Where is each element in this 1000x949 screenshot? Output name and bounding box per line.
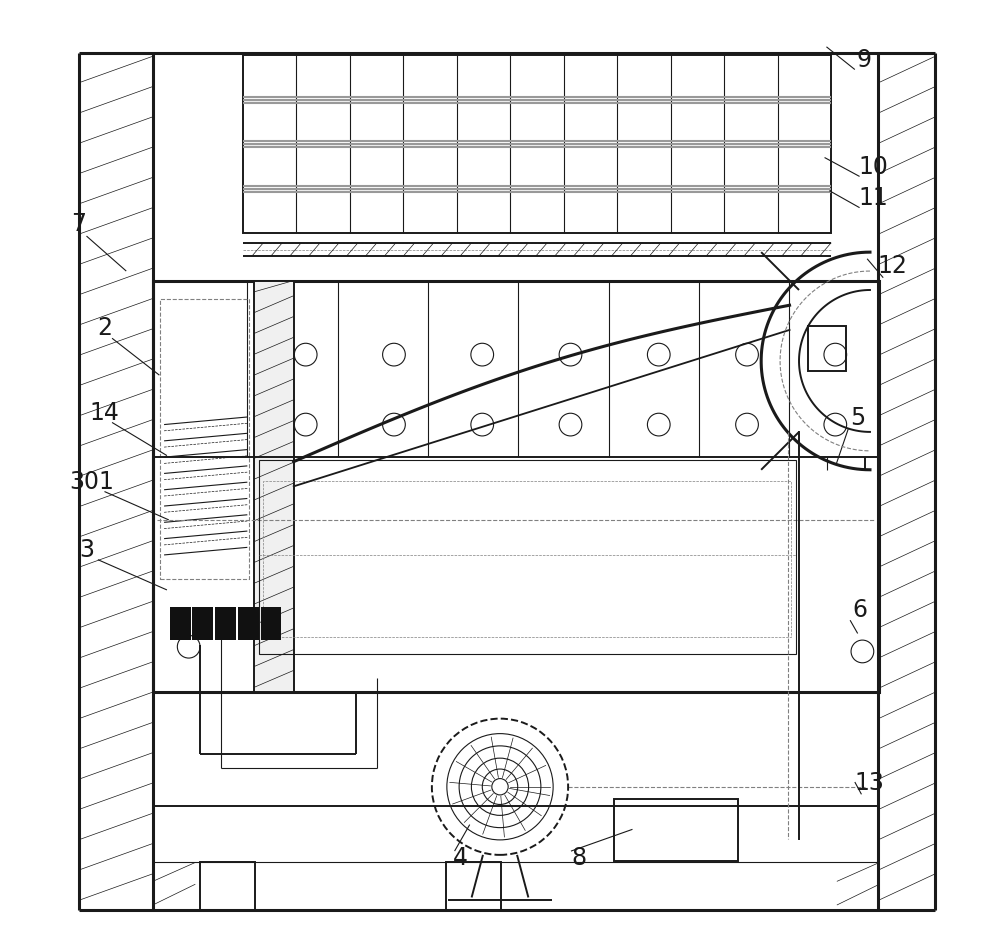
Bar [261, 607, 281, 640]
Text: 5: 5 [850, 406, 865, 430]
Bar [153, 281, 879, 692]
Text: 14: 14 [90, 401, 119, 425]
Text: 301: 301 [69, 470, 114, 494]
Bar [259, 460, 796, 654]
Text: 9: 9 [857, 48, 872, 72]
Bar [192, 607, 213, 640]
Bar [446, 863, 501, 910]
Bar [170, 607, 191, 640]
Text: 2: 2 [97, 316, 112, 340]
Bar [614, 799, 738, 861]
Bar [808, 326, 846, 371]
Text: 8: 8 [571, 846, 586, 869]
Text: 7: 7 [71, 212, 86, 235]
Bar [263, 481, 791, 637]
Bar [243, 55, 831, 233]
Text: 11: 11 [859, 186, 889, 210]
Text: 3: 3 [79, 538, 94, 562]
Bar [160, 300, 249, 579]
Bar [254, 281, 294, 692]
Text: 13: 13 [854, 771, 884, 795]
Text: 6: 6 [852, 598, 867, 622]
Bar [238, 607, 259, 640]
Text: 10: 10 [859, 155, 889, 179]
Bar [215, 607, 236, 640]
Text: 12: 12 [878, 254, 908, 278]
Text: 4: 4 [453, 846, 468, 869]
Bar [200, 863, 255, 910]
